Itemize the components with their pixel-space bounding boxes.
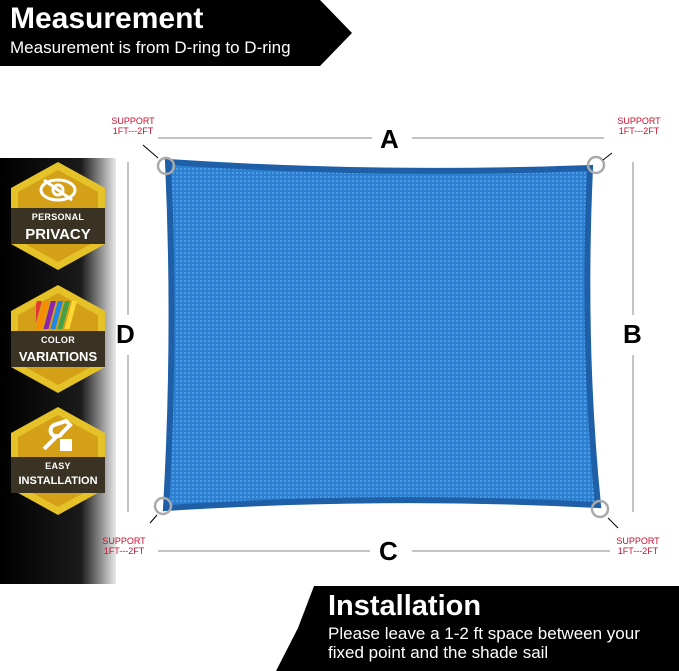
dimension-label-d: D [116, 319, 135, 349]
hexagon-badge-shape [11, 407, 105, 515]
dimension-label-c: C [379, 536, 398, 566]
d-ring [153, 496, 173, 516]
support-line [607, 517, 619, 529]
color-bars-icon [36, 301, 77, 329]
support-label-top-right: SUPPORT 1FT---2FT [617, 116, 661, 136]
badge-privacy: PERSONAL PRIVACY [8, 160, 108, 272]
badge-privacy-main: PRIVACY [25, 226, 91, 243]
support-label-bottom-left: SUPPORT 1FT---2FT [102, 536, 146, 556]
measurement-subtitle: Measurement is from D-ring to D-ring [10, 38, 291, 57]
d-ring [156, 156, 176, 176]
badge-color-variations: COLOR VARIATIONS [8, 283, 108, 395]
support-label-top-left: SUPPORT 1FT---2FT [111, 116, 155, 136]
hexagon-badge-shape [11, 162, 105, 270]
tools-icon [42, 419, 73, 451]
badge-easy-top: EASY [45, 461, 71, 471]
installation-banner: Installation Please leave a 1-2 ft space… [276, 586, 679, 671]
measurement-title: Measurement [10, 2, 204, 35]
hexagon-badge-shape [11, 285, 105, 393]
installation-title: Installation [328, 590, 482, 622]
support-line [142, 144, 159, 159]
eye-slash-icon [39, 178, 77, 202]
d-ring [586, 155, 606, 175]
badge-color-top: COLOR [41, 335, 75, 345]
dimension-label-b: B [623, 319, 642, 349]
shade-sail [162, 158, 602, 512]
support-line [602, 152, 613, 161]
dimension-label-a: A [380, 124, 399, 154]
badge-color-main: VARIATIONS [18, 349, 98, 364]
d-ring [590, 499, 610, 519]
installation-text: Please leave a 1-2 ft space between your… [328, 624, 640, 662]
support-line [149, 514, 158, 524]
badge-easy-main: INSTALLATION [18, 475, 98, 487]
support-label-bottom-right: SUPPORT 1FT---2FT [616, 536, 660, 556]
badge-privacy-top: PERSONAL [31, 212, 85, 222]
badge-easy-installation: EASY INSTALLATION [8, 405, 108, 517]
measurement-banner: Measurement Measurement is from D-ring t… [0, 0, 352, 66]
